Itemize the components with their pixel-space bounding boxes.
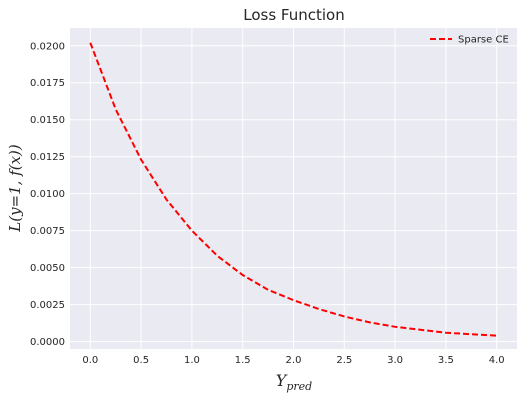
legend: Sparse CE <box>430 35 509 46</box>
x-tick-label: 1.0 <box>184 355 200 366</box>
y-tick-label: 0.0100 <box>30 189 65 200</box>
y-tick-label: 0.0075 <box>30 226 65 237</box>
y-axis-label: L(y=1, f(x)) <box>6 144 24 233</box>
x-tick-label: 0.5 <box>133 355 149 366</box>
y-tick-labels: 0.0000 0.0025 0.0050 0.0075 0.0100 0.0125 0.01… <box>30 41 65 348</box>
x-tick-labels: 0.0 0.5 1.0 1.5 2.0 2.5 3.0 3.5 4.0 <box>82 355 504 366</box>
x-tick-label: 4.0 <box>489 355 505 366</box>
y-tick-label: 0.0050 <box>30 263 65 274</box>
x-axis-label: Ypred <box>276 371 312 393</box>
chart-title: Loss Function <box>243 6 344 24</box>
x-tick-label: 0.0 <box>82 355 98 366</box>
x-tick-label: 1.5 <box>235 355 251 366</box>
x-tick-label: 2.0 <box>286 355 302 366</box>
y-tick-label: 0.0000 <box>30 337 65 348</box>
x-axis-label-main: Y <box>276 371 288 390</box>
y-tick-label: 0.0175 <box>30 78 65 89</box>
grid-lines <box>70 28 517 349</box>
legend-label-sparse-ce: Sparse CE <box>458 35 509 46</box>
y-tick-label: 0.0025 <box>30 300 65 311</box>
x-tick-label: 3.5 <box>438 355 454 366</box>
y-tick-label: 0.0125 <box>30 152 65 163</box>
series-line-sparse-ce <box>89 42 497 337</box>
series-layer <box>89 42 497 337</box>
x-tick-label: 3.0 <box>387 355 403 366</box>
x-tick-label: 2.5 <box>336 355 352 366</box>
x-axis-label-subscript: pred <box>286 380 312 393</box>
y-tick-label: 0.0200 <box>30 41 65 52</box>
y-tick-label: 0.0150 <box>30 115 65 126</box>
